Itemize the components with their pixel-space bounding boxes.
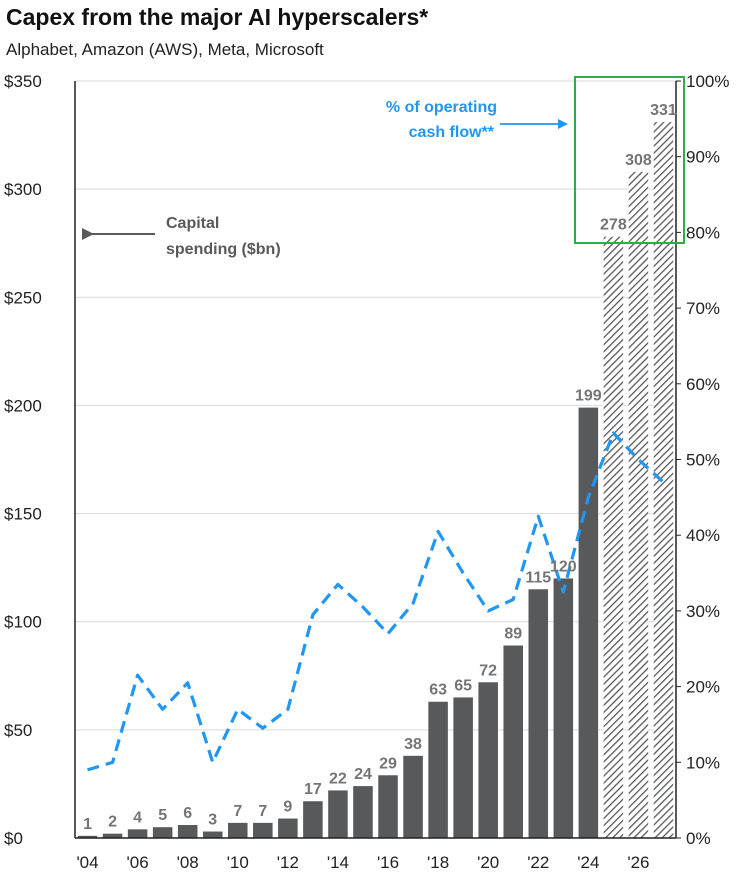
x-tick-label: '16 (377, 853, 399, 872)
capex-bar (102, 833, 123, 838)
capex-bar (202, 831, 223, 838)
capex-bar (228, 822, 248, 838)
bar-value-label: 1 (83, 816, 92, 833)
chart-title: Capex from the major AI hyperscalers* (6, 4, 429, 30)
y-right-tick-label: 80% (686, 223, 720, 242)
bar-value-label: 4 (133, 809, 142, 826)
y-left-tick-label: $100 (4, 613, 42, 632)
capex-bar (278, 818, 298, 838)
bar-value-label: 29 (379, 755, 397, 772)
ocf-annotation-line2: cash flow** (409, 124, 495, 141)
y-left-tick-label: $200 (4, 396, 42, 415)
bar-value-label: 7 (258, 803, 267, 820)
bar-value-label: 38 (404, 736, 422, 753)
ocf-line (87, 431, 665, 772)
capital-annotation-line1: Capital (166, 215, 219, 232)
bar-value-label: 72 (479, 662, 497, 679)
bar-value-label: 7 (233, 803, 242, 820)
capex-bar (253, 822, 273, 838)
bar-value-label: 65 (454, 677, 472, 694)
ocf-series-line (87, 431, 665, 772)
capex-bar (152, 827, 173, 838)
x-tick-label: '10 (227, 853, 249, 872)
y-left-tick-label: $300 (4, 180, 42, 199)
capex-bar (553, 578, 574, 838)
y-right-tick-label: 50% (686, 451, 720, 470)
x-tick-label: '06 (127, 853, 149, 872)
chart-subtitle: Alphabet, Amazon (AWS), Meta, Microsoft (6, 40, 324, 59)
capex-bar (303, 801, 323, 838)
forecast-bar (653, 122, 674, 838)
capex-bar (453, 697, 473, 838)
capex-bar (478, 682, 498, 838)
x-tick-label: '14 (327, 853, 349, 872)
y-right-tick-label: 30% (686, 602, 720, 621)
bar-value-label: 331 (650, 102, 677, 119)
y-right-tick-label: 0% (686, 829, 711, 848)
forecast-highlight-box (574, 76, 685, 244)
capex-bar (528, 589, 549, 838)
capex-bar (127, 829, 148, 838)
y-left-tick-label: $350 (4, 72, 42, 91)
y-right-tick-label: 20% (686, 678, 720, 697)
capex-bar (77, 835, 98, 838)
y-left-tick-label: $0 (4, 829, 23, 848)
ocf-annotation: % of operating cash flow** (386, 99, 568, 141)
bar-value-label: 6 (183, 805, 192, 822)
bar-value-label: 278 (600, 217, 627, 234)
capex-bar (503, 645, 523, 838)
capex-bar (328, 790, 348, 838)
capex-bar (428, 701, 448, 838)
tick-labels: $0 $50 $100 $150 $200 $250 $300 $350 0% 10% 20% 30%… (4, 72, 729, 872)
bar-value-label: 115 (525, 569, 551, 586)
x-tick-label: '24 (577, 853, 599, 872)
bar-value-label: 17 (304, 781, 322, 798)
x-tick-label: '22 (527, 853, 549, 872)
x-tick-label: '20 (477, 853, 499, 872)
bar-value-label: 3 (208, 812, 217, 829)
bar-value-label: 120 (550, 558, 577, 575)
capital-annotation-line2: spending ($bn) (166, 241, 281, 258)
y-left-tick-label: $250 (4, 288, 42, 307)
forecast-bar (628, 171, 649, 839)
y-right-tick-label: 10% (686, 753, 720, 772)
ocf-annotation-line1: % of operating (386, 99, 497, 116)
bar-value-label: 199 (575, 388, 602, 405)
x-tick-label: '08 (177, 853, 199, 872)
forecast-bar (603, 236, 624, 838)
capex-bar (177, 825, 198, 838)
capex-bar (578, 407, 599, 838)
y-right-tick-label: 70% (686, 299, 720, 318)
y-right-tick-label: 100% (686, 72, 729, 91)
bar-value-label: 89 (504, 626, 522, 643)
capex-bar (353, 786, 373, 838)
x-tick-label: '26 (627, 853, 649, 872)
capex-bar (403, 755, 423, 838)
bar-value-label: 5 (158, 807, 167, 824)
bar-value-label: 9 (283, 799, 292, 816)
y-left-tick-label: $150 (4, 505, 42, 524)
x-tick-label: '04 (76, 853, 98, 872)
bar-value-label: 308 (625, 152, 652, 169)
y-right-tick-label: 40% (686, 526, 720, 545)
capex-bar (378, 775, 398, 838)
capital-spending-annotation: Capital spending ($bn) (82, 215, 281, 258)
x-tick-label: '12 (277, 853, 299, 872)
bar-value-label: 24 (354, 766, 372, 783)
x-tick-label: '18 (427, 853, 449, 872)
y-right-tick-label: 60% (686, 375, 720, 394)
bar-value-label: 2 (108, 814, 117, 831)
bar-value-label: 63 (429, 682, 447, 699)
y-left-tick-label: $50 (4, 721, 32, 740)
bar-value-label: 22 (329, 770, 347, 787)
y-right-tick-label: 90% (686, 148, 720, 167)
